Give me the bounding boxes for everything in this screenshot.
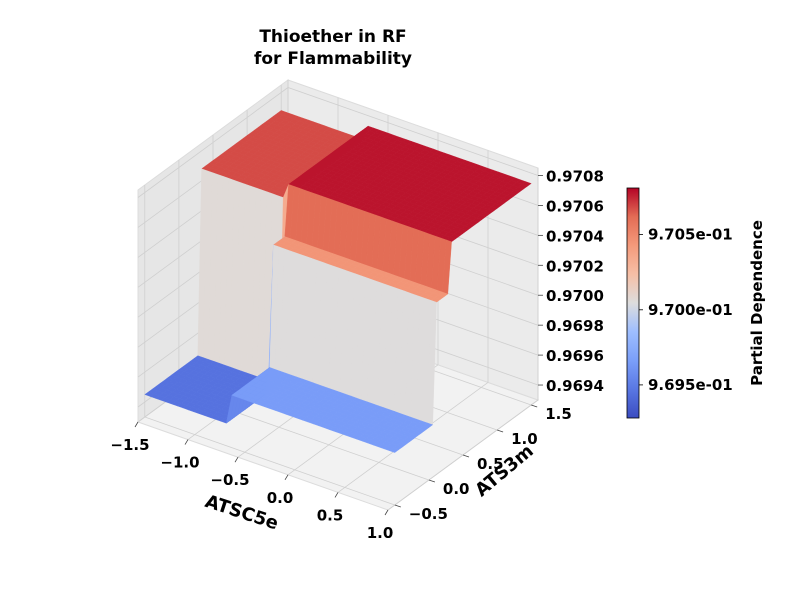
z-tick-label: 0.9704 — [546, 227, 604, 245]
z-tick-label: 0.9708 — [546, 168, 604, 186]
colorbar-label: Partial Dependence — [748, 220, 766, 386]
y-tick-label: 0.5 — [477, 455, 504, 473]
y-grid-line — [144, 185, 395, 506]
colorbar — [626, 187, 640, 419]
z-grid-line — [137, 87, 539, 198]
axis-ticks: −1.5 −1.0 −0.5 0.0 0.5 1.0 −0.5 0.0 0.5 1.0 1.5 0.9… — [110, 168, 603, 543]
y-tick-mark — [531, 404, 538, 408]
z-tick-label: 0.9706 — [546, 197, 604, 215]
colorbar-tick-label: 9.695e-01 — [648, 376, 733, 394]
x-grid-line — [337, 150, 489, 493]
x-tick-mark — [134, 421, 139, 428]
x-tick-label: −1.5 — [110, 436, 149, 454]
x-tick-label: −0.5 — [210, 471, 249, 489]
x-tick-mark — [234, 456, 239, 463]
x-tick-label: 0.5 — [317, 506, 344, 524]
y-tick-label: 1.0 — [511, 430, 538, 448]
z-tick-label: 0.9696 — [546, 347, 604, 365]
y-tick-mark — [462, 454, 470, 458]
y-tick-label: −0.5 — [409, 505, 448, 523]
x-tick-mark — [384, 509, 389, 516]
surface-plot — [144, 110, 532, 453]
x-tick-label: 0.0 — [267, 489, 294, 507]
chart-title-line-2: for Flammability — [254, 49, 412, 69]
colorbar-ticks: 9.695e-01 9.700e-01 9.705e-01 — [639, 226, 733, 394]
x-grid-line — [387, 168, 539, 511]
x-tick-mark — [184, 439, 189, 445]
colorbar-tick-label: 9.700e-01 — [648, 301, 733, 319]
y-tick-mark — [496, 429, 504, 433]
x-tick-mark — [284, 474, 289, 481]
x-tick-label: 1.0 — [367, 524, 394, 542]
z-tick-label: 0.9698 — [546, 317, 604, 335]
chart-title-line-1: Thioether in RF — [259, 27, 406, 47]
z-tick-label: 0.9702 — [546, 257, 604, 275]
x-tick-mark — [334, 492, 339, 498]
surface-patch — [388, 447, 400, 453]
y-tick-mark — [394, 504, 401, 508]
colorbar-tick-label: 9.705e-01 — [648, 226, 733, 244]
x-tick-label: −1.0 — [160, 454, 199, 472]
y-tick-label: 0.0 — [443, 480, 470, 498]
y-tick-mark — [428, 479, 436, 483]
y-tick-label: 1.5 — [545, 405, 572, 423]
z-tick-label: 0.9694 — [546, 377, 604, 395]
z-tick-label: 0.9700 — [546, 287, 604, 305]
